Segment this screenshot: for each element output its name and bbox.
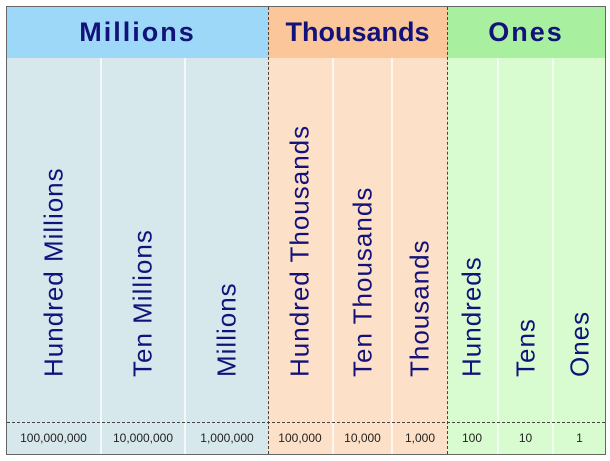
group-title: Ones	[447, 7, 605, 58]
column: Ten Thousands 10,000	[334, 58, 393, 454]
column-label: Thousands	[404, 239, 435, 377]
column-value: 10,000	[344, 430, 381, 445]
group-thousands: Thousands Hundred Thousands 100,000 Ten T…	[268, 7, 447, 454]
place-value-chart: Millions Hundred Millions 100,000,000 Ten…	[6, 6, 606, 455]
column: Ten Millions 10,000,000	[102, 58, 186, 454]
column-label: Ones	[564, 310, 594, 377]
column-label: Hundreds	[456, 256, 487, 377]
group-ones: Ones Hundreds 100 Tens 10 Ones 1	[447, 7, 605, 454]
column: Millions 1,000,000	[186, 58, 268, 454]
column-label: Ten Thousands	[347, 186, 377, 377]
group-title: Millions	[7, 7, 268, 58]
column: Hundred Millions 100,000,000	[7, 58, 102, 454]
column-label: Ten Millions	[127, 229, 158, 377]
group-title: Thousands	[268, 7, 447, 58]
value-row-divider	[7, 422, 605, 423]
column-label: Hundred Millions	[38, 167, 68, 377]
column: Ones 1	[554, 58, 605, 454]
column-label: Hundred Thousands	[284, 124, 315, 377]
column-value: 1,000	[404, 430, 436, 445]
column-value: 100,000	[278, 430, 322, 445]
column: Thousands 1,000	[393, 58, 447, 454]
column-value: 1,000,000	[200, 430, 254, 445]
column: Hundred Thousands 100,000	[268, 58, 334, 454]
column-value: 100	[461, 430, 483, 445]
column-label: Tens	[510, 318, 540, 377]
column-value: 1	[576, 430, 583, 445]
column-value: 100,000,000	[20, 430, 87, 445]
group-divider	[447, 7, 448, 454]
column-value: 10,000,000	[112, 430, 174, 445]
group-millions: Millions Hundred Millions 100,000,000 Ten…	[7, 7, 268, 454]
column: Tens 10	[499, 58, 554, 454]
column-value: 10	[518, 430, 533, 445]
column-label: Millions	[211, 282, 242, 377]
group-divider	[268, 7, 269, 454]
column: Hundreds 100	[447, 58, 499, 454]
